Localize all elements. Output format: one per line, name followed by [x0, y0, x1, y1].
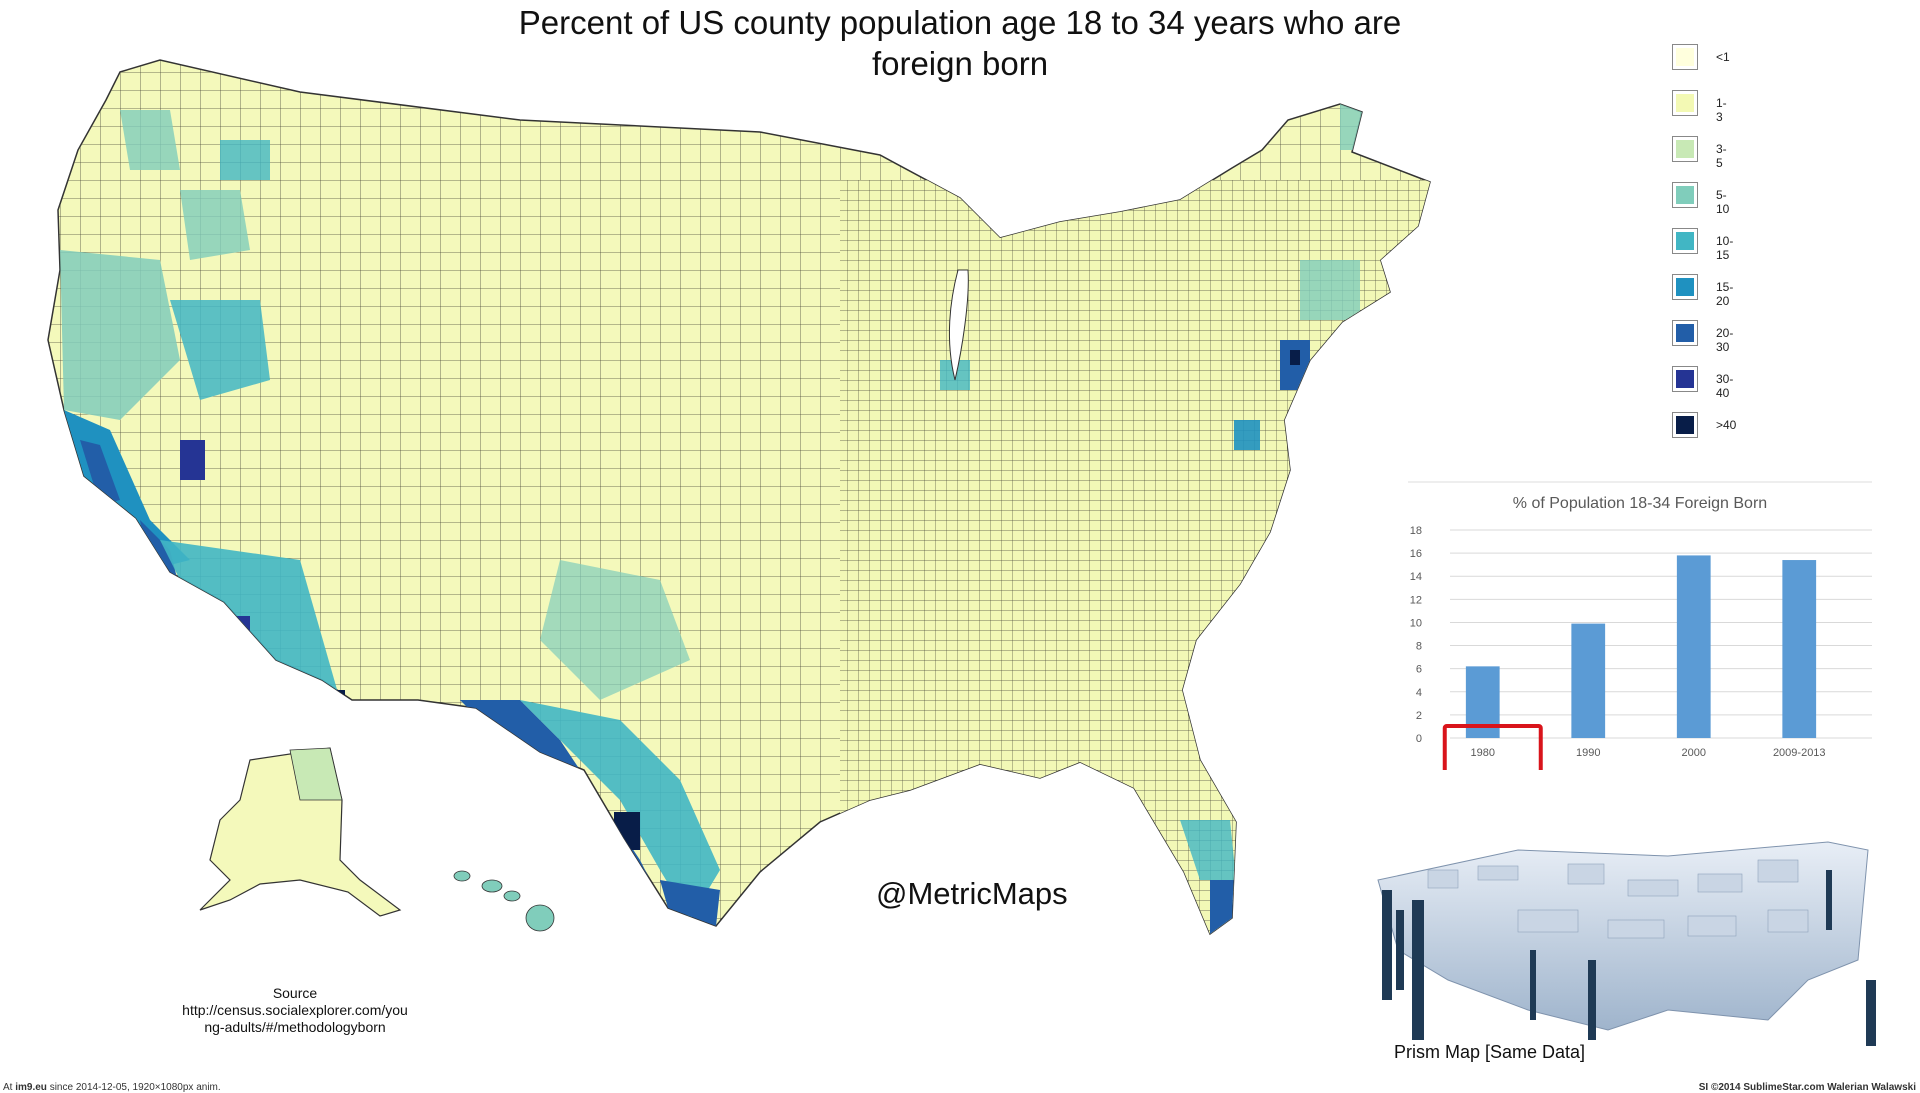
legend-label: 20-30 [1716, 326, 1734, 354]
legend-label: 15-20 [1716, 280, 1734, 308]
y-tick-label: 12 [1410, 594, 1422, 606]
legend-label: >40 [1716, 418, 1737, 432]
watermark-handle: @MetricMaps [876, 876, 1068, 911]
y-tick-label: 6 [1416, 664, 1422, 676]
y-tick-label: 18 [1410, 525, 1422, 537]
legend-swatch [1672, 274, 1698, 300]
legend-label: <1 [1716, 50, 1730, 64]
map-title: Percent of US county population age 18 t… [518, 4, 1402, 82]
source-note: Source http://census.socialexplorer.com/… [170, 985, 420, 1036]
chart-title: % of Population 18-34 Foreign Born [1513, 495, 1767, 512]
legend-swatch [1672, 90, 1698, 116]
footer-left-suffix: since 2014-12-05, 1920×1080px anim. [46, 1082, 221, 1093]
legend-label: 1-3 [1716, 96, 1727, 124]
highlight-box [1442, 724, 1543, 770]
y-tick-label: 2 [1416, 710, 1422, 722]
legend-label: 10-15 [1716, 234, 1734, 262]
y-tick-label: 0 [1416, 733, 1422, 745]
footer-credit-right: SI ©2014 SublimeStar.com Walerian Walaws… [1698, 1082, 1916, 1093]
y-tick-label: 10 [1410, 617, 1422, 629]
y-tick-label: 8 [1416, 641, 1422, 653]
footer-left-prefix: At [3, 1082, 16, 1093]
prism-map-caption: Prism Map [Same Data] [1394, 1042, 1586, 1062]
legend-swatch [1672, 320, 1698, 346]
legend-swatch [1672, 366, 1698, 392]
us-county-choropleth-map [47, 59, 1431, 936]
x-tick-label: 1990 [1576, 747, 1600, 759]
footer-site-link[interactable]: im9.eu [15, 1082, 47, 1093]
legend-label: 5-10 [1716, 188, 1730, 216]
legend-swatch [1672, 228, 1698, 254]
y-tick-label: 14 [1410, 571, 1422, 583]
x-tick-label: 2009-2013 [1773, 747, 1826, 759]
bar-chart: % of Population 18-34 Foreign Born 0 2 4 6 8… [1408, 481, 1872, 770]
source-heading: Source [272, 985, 318, 1001]
legend-swatch [1672, 136, 1698, 162]
source-url-line-1: http://census.socialexplorer.com/you [182, 1002, 408, 1018]
legend-swatch [1672, 412, 1698, 438]
y-tick-label: 16 [1410, 548, 1422, 560]
legend-swatch [1672, 44, 1698, 70]
legend-swatch [1672, 182, 1698, 208]
legend-label: 3-5 [1716, 142, 1727, 170]
bar-2000 [1676, 555, 1711, 738]
footer-credit-left: At im9.eu since 2014-12-05, 1920×1080px … [3, 1082, 221, 1093]
prism-map-image [1377, 841, 1876, 1046]
legend-label: 30-40 [1716, 372, 1734, 400]
bar-1990 [1571, 623, 1606, 738]
x-tick-label: 1980 [1471, 747, 1495, 759]
x-tick-label: 2000 [1682, 747, 1706, 759]
bar-2009-2013 [1782, 560, 1817, 738]
y-tick-label: 4 [1416, 687, 1422, 699]
alaska [199, 747, 402, 917]
source-url-line-2: ng-adults/#/methodologyborn [204, 1019, 386, 1035]
hawaii [453, 870, 555, 932]
